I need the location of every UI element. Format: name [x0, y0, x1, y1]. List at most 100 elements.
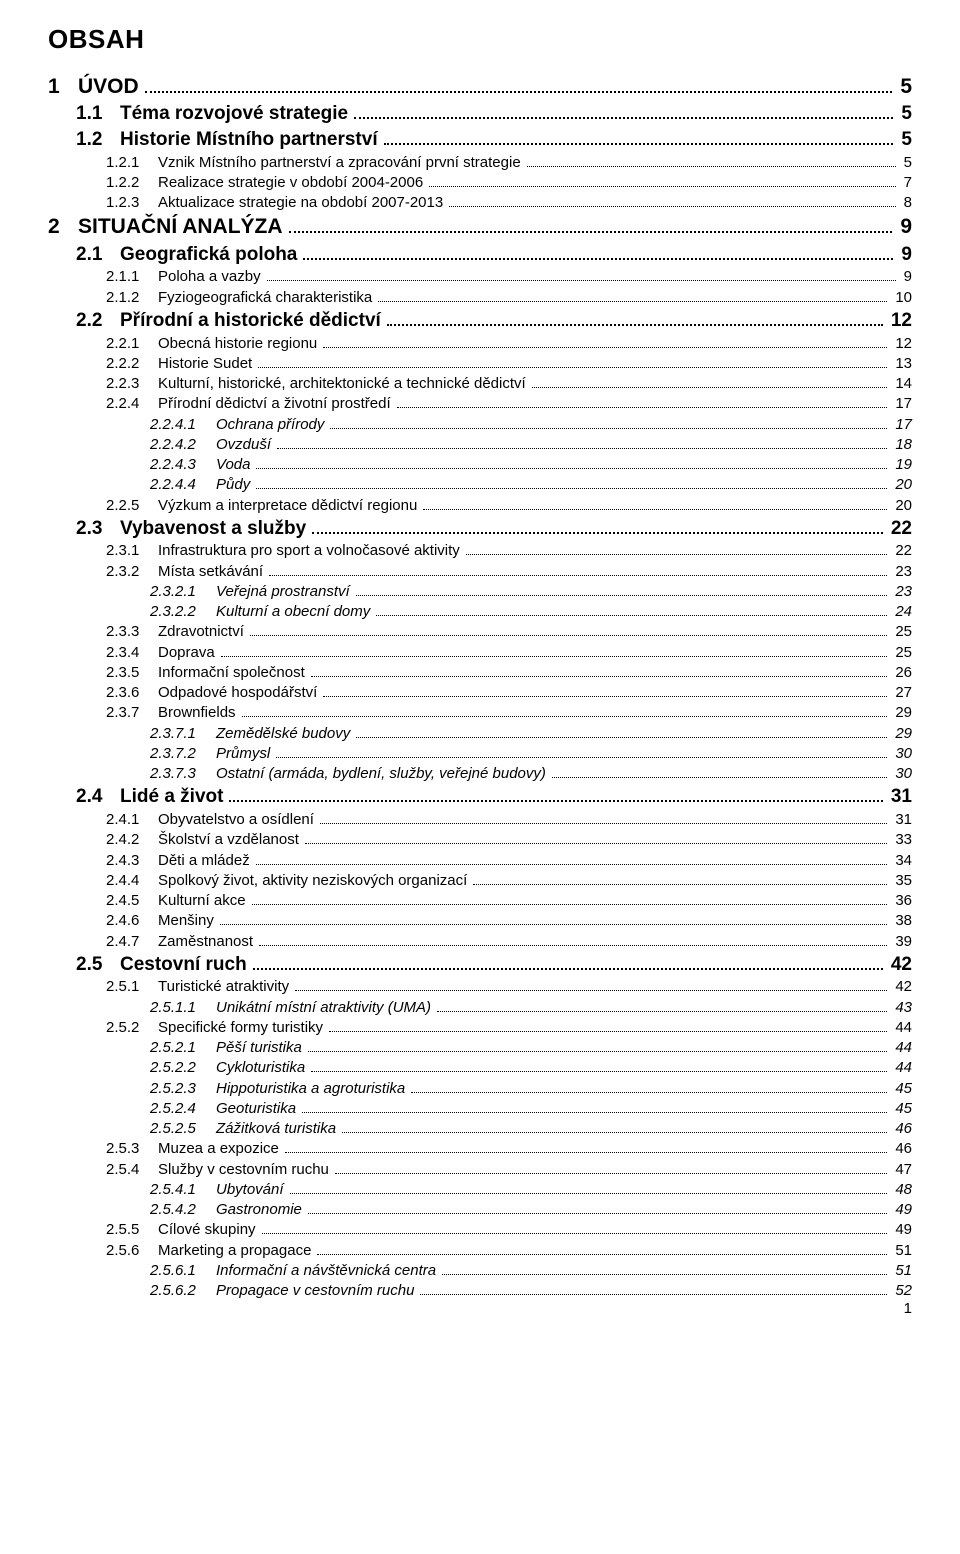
toc-title: Výzkum a interpretace dědictví regionu	[158, 496, 419, 516]
toc-leader-dots	[335, 1162, 887, 1174]
toc-row: 2.3.7.3Ostatní (armáda, bydlení, služby,…	[150, 764, 912, 784]
toc-title: Školství a vzdělanost	[158, 830, 301, 850]
toc-page: 49	[891, 1220, 912, 1240]
toc-row: 2.4.7Zaměstnanost39	[106, 932, 912, 952]
toc-row: 1.2.3Aktualizace strategie na období 200…	[106, 193, 912, 213]
toc-number: 2.5.3	[106, 1139, 158, 1159]
toc-leader-dots	[252, 894, 888, 906]
toc-title: SITUAČNÍ ANALÝZA	[78, 213, 285, 241]
toc-row: 2.3.5Informační společnost26	[106, 663, 912, 683]
toc-number: 2.5.1	[106, 977, 158, 997]
toc-row: 2.4.4Spolkový život, aktivity neziskovýc…	[106, 871, 912, 891]
toc-title: Obyvatelstvo a osídlení	[158, 810, 316, 830]
toc-number: 2.2.4.4	[150, 475, 216, 495]
toc-page: 27	[891, 683, 912, 703]
toc-number: 2.5.6.1	[150, 1261, 216, 1281]
toc-title: ÚVOD	[78, 73, 141, 101]
toc-title: Ovzduší	[216, 435, 273, 455]
toc-page: 22	[887, 516, 912, 542]
toc-leader-dots	[466, 544, 888, 556]
toc-page: 46	[891, 1139, 912, 1159]
toc-number: 2.5.1.1	[150, 998, 216, 1018]
toc-page: 7	[900, 173, 912, 193]
toc-page: 42	[891, 977, 912, 997]
toc-title: Kulturní akce	[158, 891, 248, 911]
toc-number: 1.2	[76, 127, 120, 153]
toc-row: 2.3.7.2Průmysl30	[150, 744, 912, 764]
toc-title: Veřejná prostranství	[216, 582, 352, 602]
toc-page: 46	[891, 1119, 912, 1139]
toc-title: Místa setkávání	[158, 562, 265, 582]
toc-leader-dots	[376, 605, 887, 617]
toc-number: 1.2.2	[106, 173, 158, 193]
toc-page: 17	[891, 394, 912, 414]
toc-title: Vybavenost a služby	[120, 516, 308, 542]
toc-number: 2.5.6	[106, 1241, 158, 1261]
toc-number: 2.3.2	[106, 562, 158, 582]
toc-leader-dots	[221, 645, 888, 657]
toc-leader-dots	[262, 1223, 888, 1235]
toc-number: 2.5.2.3	[150, 1079, 216, 1099]
toc-page: 45	[891, 1079, 912, 1099]
toc-title: Kulturní, historické, architektonické a …	[158, 374, 528, 394]
toc-title: Průmysl	[216, 744, 272, 764]
toc-leader-dots	[290, 1182, 888, 1194]
toc-page: 44	[891, 1038, 912, 1058]
toc-number: 2.3.1	[106, 541, 158, 561]
toc-page: 34	[891, 851, 912, 871]
toc-row: 2SITUAČNÍ ANALÝZA9	[48, 213, 912, 241]
toc-leader-dots	[308, 1203, 887, 1215]
toc-leader-dots	[330, 417, 887, 429]
toc-row: 2.3.1Infrastruktura pro sport a volnočas…	[106, 541, 912, 561]
toc-title: Hippoturistika a agroturistika	[216, 1079, 407, 1099]
toc-leader-dots	[302, 1101, 887, 1113]
toc-number: 2.3.2.1	[150, 582, 216, 602]
toc-leader-dots	[276, 746, 887, 758]
toc-row: 2.5.4.2Gastronomie49	[150, 1200, 912, 1220]
toc-row: 1.2.1Vznik Místního partnerství a zpraco…	[106, 153, 912, 173]
toc-leader-dots	[256, 478, 887, 490]
toc-page: 25	[891, 643, 912, 663]
toc-leader-dots	[285, 1142, 887, 1154]
toc-number: 2.3	[76, 516, 120, 542]
toc-row: 2.4Lidé a život31	[76, 784, 912, 810]
toc-leader-dots	[342, 1122, 887, 1134]
toc-page: 30	[891, 764, 912, 784]
heading-obsah: OBSAH	[48, 24, 912, 55]
toc-leader-dots	[437, 1000, 887, 1012]
toc-row: 2.3.2Místa setkávání23	[106, 562, 912, 582]
toc-leader-dots	[295, 980, 887, 992]
toc-number: 1	[48, 73, 78, 101]
toc-row: 2.3.3Zdravotnictví25	[106, 622, 912, 642]
toc-leader-dots	[258, 356, 887, 368]
toc-number: 2.2.2	[106, 354, 158, 374]
toc-number: 2.2	[76, 308, 120, 334]
toc-title: Cílové skupiny	[158, 1220, 258, 1240]
toc-page: 5	[900, 153, 912, 173]
toc-page: 43	[891, 998, 912, 1018]
toc-leader-dots	[442, 1263, 887, 1275]
toc-leader-dots	[429, 175, 895, 187]
toc-number: 2.4.7	[106, 932, 158, 952]
toc-row: 2.1Geografická poloha9	[76, 242, 912, 268]
toc-title: Zdravotnictví	[158, 622, 246, 642]
toc-number: 2.5.2	[106, 1018, 158, 1038]
toc-title: Téma rozvojové strategie	[120, 101, 350, 127]
toc-row: 2.3.4Doprava25	[106, 643, 912, 663]
toc-leader-dots	[527, 155, 896, 167]
toc-row: 2.2.4.2Ovzduší18	[150, 435, 912, 455]
toc-title: Doprava	[158, 643, 217, 663]
toc-leader-dots	[397, 397, 888, 409]
toc-page: 9	[896, 213, 912, 241]
toc-row: 2.5.4Služby v cestovním ruchu47	[106, 1160, 912, 1180]
toc-leader-dots	[532, 377, 888, 389]
toc-row: 2.5.2.1Pěší turistika44	[150, 1038, 912, 1058]
toc-number: 2.3.7.3	[150, 764, 216, 784]
toc-number: 2.1.1	[106, 267, 158, 287]
toc-row: 1.2.2Realizace strategie v období 2004-2…	[106, 173, 912, 193]
toc-page: 9	[900, 267, 912, 287]
toc-title: Ubytování	[216, 1180, 286, 1200]
toc-title: Spolkový život, aktivity neziskových org…	[158, 871, 469, 891]
toc-title: Turistické atraktivity	[158, 977, 291, 997]
toc-page: 45	[891, 1099, 912, 1119]
